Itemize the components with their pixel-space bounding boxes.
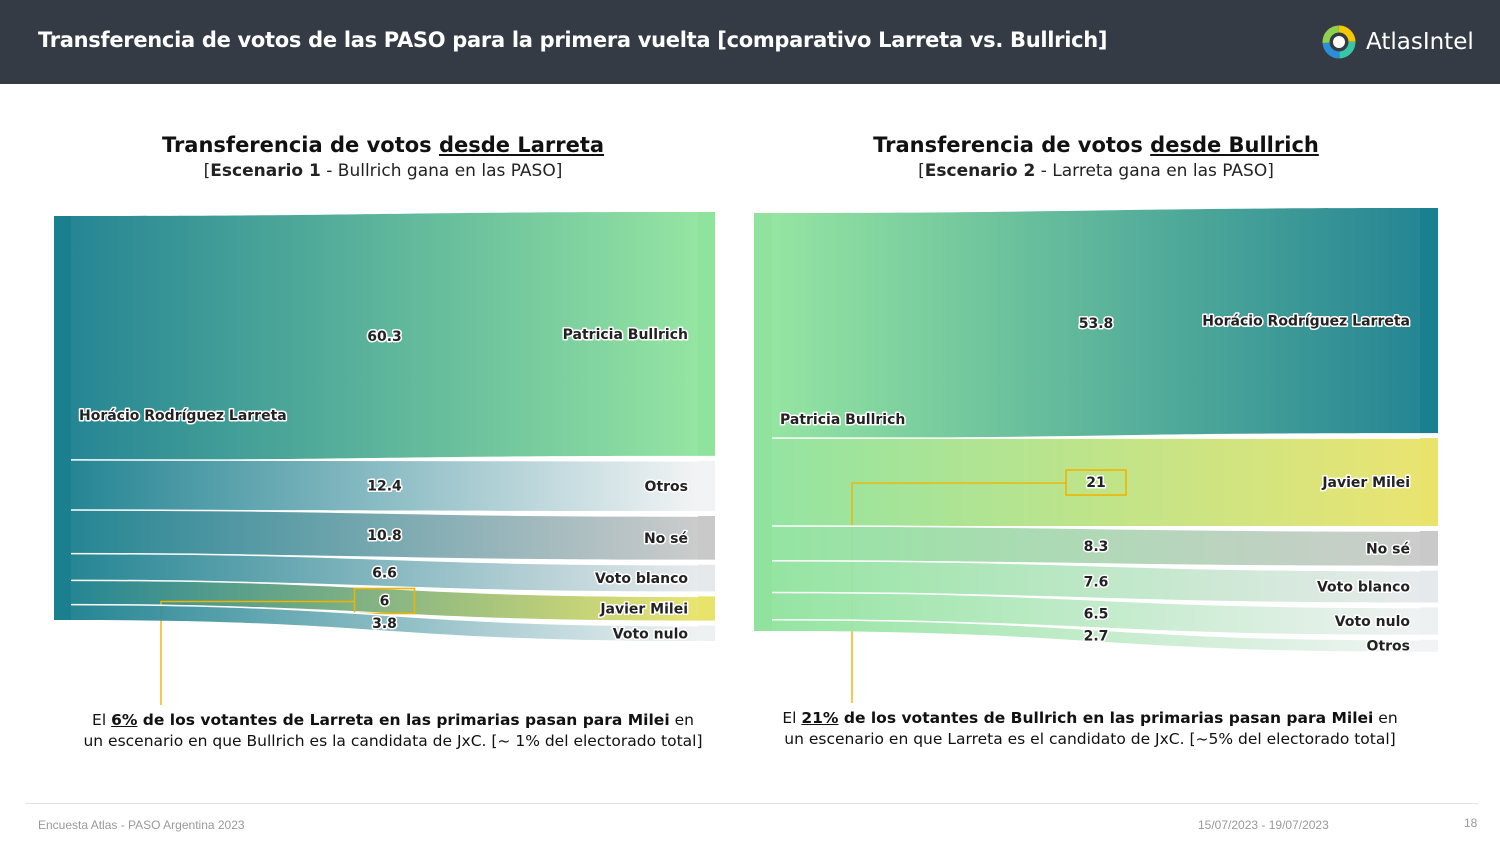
sankey-value-label: 3.8 [372,616,397,632]
panel-1-title-prefix: Transferencia de votos [161,133,439,157]
sankey-source-label: Horácio Rodríguez Larreta [79,408,287,424]
sankey-flow-4 [71,553,698,592]
sankey-target-label: No sé [1366,541,1410,557]
footer-date: 15/07/2023 - 19/07/2023 [1198,818,1329,832]
sankey-flow-separator [771,559,1421,572]
sankey-flow-separator [70,552,699,566]
footer-divider [25,803,1478,804]
sankey-target-label: Voto nulo [1335,614,1411,630]
sankey-value-label: 6.6 [372,566,397,582]
panel-2-title-prefix: Transferencia de votos [873,133,1151,157]
sankey-flow-separator [771,591,1421,609]
sankey-flow-1 [71,212,698,460]
atlasintel-logo-icon [1322,25,1356,59]
sankey-value-label: 7.6 [1084,575,1109,591]
panel-2-title-underlined: desde Bullrich [1150,133,1319,157]
sankey-value-label: 60.3 [367,329,402,345]
page-number: 18 [1464,816,1478,830]
panel-2-caption-pct: 21% [801,709,839,727]
sankey-source-node [54,216,71,620]
sankey-panel-2: 53.8 Horácio Rodríguez Larreta 21 Javier Mi… [754,208,1438,703]
panel-1-subtitle-bold: Escenario 1 [210,161,321,181]
panel-2-subtitle: [Escenario 2 - Larreta gana en las PASO] [816,161,1376,181]
footer-source: Encuesta Atlas - PASO Argentina 2023 [38,818,245,832]
sankey-target-node [1420,639,1438,652]
sankey-value-label: 21 [1086,475,1105,491]
sankey-flow-2 [71,459,698,512]
sankey-panel-1: 60.3 Patricia Bullrich 12.4 Otros 10.8 No sé 6… [54,212,715,705]
panel-1-caption-pre: El [92,711,112,729]
sankey-target-label: Voto blanco [595,571,688,587]
sankey-target-node [1420,208,1438,434]
panel-1-subtitle-open: [ [203,161,211,181]
sankey-target-label: Otros [645,479,688,495]
sankey-target-node [698,564,715,592]
panel-1-caption-bold: de los votantes de Larreta en las primar… [137,711,670,729]
panel-2-caption-rest: en un escenario en que Larreta es el can… [784,709,1398,748]
panel-2-caption-bold: de los votantes de Bullrich en las prima… [838,709,1374,727]
sankey-flow-separator [70,509,699,517]
sankey-target-label: Voto blanco [1317,580,1410,596]
sankey-value-label: 6 [380,594,390,610]
sankey-value-label: 8.3 [1084,539,1109,555]
sankey-flow-6 [71,604,698,641]
sankey-target-label: Otros [1367,639,1410,655]
panel-1-caption-pct: 6% [111,711,138,729]
sankey-target-node [1420,530,1438,566]
sankey-flow-6 [772,619,1420,652]
sankey-value-label: 12.4 [367,478,402,494]
panel-2-caption: El 21% de los votantes de Bullrich en la… [780,708,1400,750]
sankey-value-label: 2.7 [1084,629,1109,645]
panel-1-caption-rest: en un escenario en que Bullrich es la ca… [83,711,703,750]
brand-logo: AtlasIntel [1320,23,1474,61]
panel-2-title: Transferencia de votos desde Bullrich [816,133,1376,157]
panel-1-subtitle: [Escenario 1 - Bullrich gana en las PASO… [103,161,663,181]
sankey-target-label: Horácio Rodríguez Larreta [1202,314,1410,330]
panel-2-subtitle-rest: - Larreta gana en las PASO] [1035,161,1274,181]
sankey-target-label: Patricia Bullrich [563,327,688,343]
sankey-flow-1 [772,208,1420,439]
sankey-target-node [698,460,715,512]
panel-2-subtitle-open: [ [918,161,925,181]
panel-2-subtitle-bold: Escenario 2 [924,161,1036,181]
sankey-value-label: 10.8 [367,528,402,544]
sankey-target-label: Javier Milei [599,602,688,618]
panel-2-caption-pre: El [782,709,802,727]
sankey-target-node [698,212,715,456]
sankey-target-label: Javier Milei [1321,475,1410,491]
sankey-flow-3 [71,510,698,560]
sankey-value-label: 6.5 [1084,607,1109,623]
sankey-target-node [1420,570,1438,603]
sankey-target-node [698,596,715,621]
sankey-target-label: Voto nulo [613,626,689,642]
sankey-source-label: Patricia Bullrich [780,412,905,428]
sankey-flow-2 [772,438,1420,526]
logo-text: AtlasIntel [1366,29,1474,55]
sankey-flow-5 [71,580,698,621]
sankey-flow-4 [772,560,1420,603]
sankey-flow-3 [772,525,1420,566]
sankey-flow-separator [70,459,699,462]
panel-1-caption: El 6% de los votantes de Larreta en las … [83,710,703,752]
sankey-flow-5 [772,592,1420,635]
panel-1-title: Transferencia de votos desde Larreta [103,133,663,157]
sankey-value-label: 53.8 [1079,316,1114,332]
page-title: Transferencia de votos de las PASO para … [38,28,1108,52]
sankey-target-label: No sé [644,531,688,547]
sankey-target-node [698,625,715,641]
panel-1-title-underlined: desde Larreta [438,133,605,157]
sankey-flow-separator [771,618,1421,641]
highlight-callout-line [160,600,355,705]
sankey-flow-separator [70,603,699,627]
sankey-target-node [1420,607,1438,635]
sankey-target-node [1420,438,1438,526]
header-bar: Transferencia de votos de las PASO para … [0,0,1500,84]
sankey-source-node [754,213,772,631]
sankey-target-node [698,516,715,560]
sankey-flow-separator [771,525,1421,532]
panel-1-subtitle-rest: - Bullrich gana en las PASO] [320,161,563,181]
